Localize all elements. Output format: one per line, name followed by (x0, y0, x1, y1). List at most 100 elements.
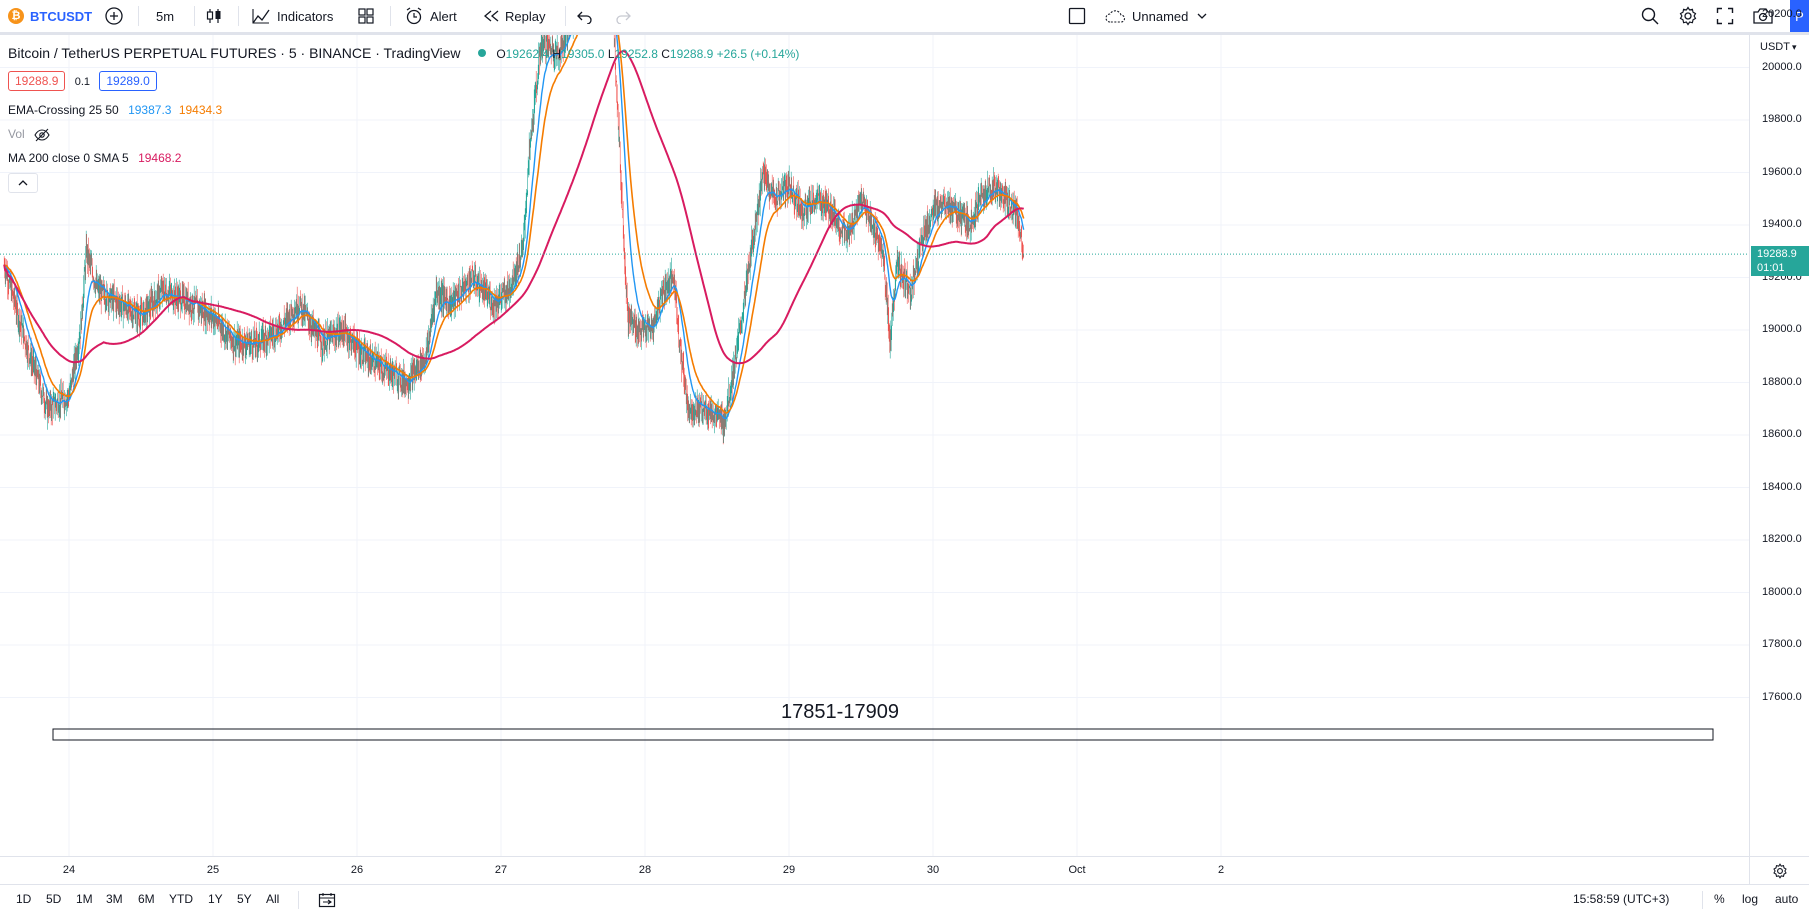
settings-button[interactable] (1678, 0, 1698, 32)
ma200-line (3, 50, 1025, 365)
go-to-date-icon[interactable] (318, 892, 336, 908)
chevron-up-icon (18, 180, 28, 186)
eye-off-icon[interactable] (34, 128, 50, 142)
replay-label: Replay (505, 8, 546, 24)
alarm-clock-icon (406, 7, 422, 25)
time-tick-label: 30 (926, 864, 940, 876)
low-label: L (607, 47, 615, 61)
change-value: +26.5 (+0.14%) (716, 47, 800, 61)
high-value: 19305.0 (561, 47, 605, 61)
price-chart[interactable] (0, 35, 1749, 856)
price-tick-label: 18800.0 (1762, 375, 1802, 388)
alert-button[interactable]: Alert (404, 0, 457, 32)
volume-legend[interactable]: Vol (8, 127, 50, 142)
gear-icon (1773, 863, 1787, 879)
time-tick-label: 25 (206, 864, 220, 876)
currency-selector[interactable]: USDT ▾ (1760, 41, 1796, 53)
price-tick-label: 19800.0 (1762, 113, 1802, 125)
price-axis[interactable]: USDT▾ 20400.020200.020000.019800.019600.… (1749, 8, 1809, 856)
candles-icon (206, 9, 221, 23)
range-1d[interactable]: 1D (16, 892, 32, 906)
redo-button[interactable] (614, 0, 632, 32)
chart-type-button[interactable] (204, 0, 224, 32)
ohlc-values: O19262.4 H19305.0 L19252.8 C19288.9 +26.… (496, 47, 799, 61)
symbol-selector[interactable]: ₿ BTCUSDT (8, 0, 92, 32)
ma-value: 19468.2 (138, 151, 182, 165)
price-tick-label: 20000.0 (1762, 60, 1802, 73)
auto-toggle[interactable]: auto (1775, 892, 1799, 906)
range-all[interactable]: All (266, 892, 280, 906)
price-tick-label: 19000.0 (1762, 323, 1802, 335)
open-value: 19262.4 (505, 47, 550, 61)
bottom-toolbar: 1D 5D 1M 3M 6M YTD 1Y 5Y All 15:58:59 (U… (0, 884, 1809, 915)
support-zone-rect[interactable] (52, 728, 1714, 741)
ma-legend[interactable]: MA 200 close 0 SMA 5 19468.2 (8, 151, 181, 165)
bitcoin-icon: ₿ (8, 8, 24, 24)
support-zone-label: 17851-17909 (781, 701, 899, 723)
chevron-down-icon (1197, 13, 1207, 19)
range-1y[interactable]: 1Y (208, 892, 223, 906)
low-value: 19252.8 (614, 47, 658, 61)
percent-toggle[interactable]: % (1714, 892, 1725, 906)
log-toggle[interactable]: log (1742, 892, 1759, 906)
templates-button[interactable] (357, 0, 375, 32)
range-6m[interactable]: 6M (138, 892, 155, 906)
collapse-legend-button[interactable] (8, 173, 38, 193)
price-tick-label: 18400.0 (1762, 480, 1802, 493)
replay-button[interactable]: Replay (482, 0, 545, 32)
ema-legend[interactable]: EMA-Crossing 25 50 19387.3 19434.3 (8, 103, 222, 117)
price-tick-label: 17600.0 (1762, 690, 1802, 703)
divider (138, 6, 139, 26)
buy-sell-panel: 19288.9 0.1 19289.0 (8, 71, 157, 91)
price-tick-label: 19400.0 (1762, 218, 1802, 230)
range-1m[interactable]: 1M (76, 892, 93, 906)
price-tick-label: 20200.0 (1762, 8, 1802, 20)
time-axis[interactable]: 24 25 26 27 28 29 30 Oct 2 (0, 856, 1749, 885)
divider (194, 6, 195, 26)
alert-label: Alert (430, 8, 457, 24)
range-ytd[interactable]: YTD (169, 892, 193, 906)
snapshot-button[interactable] (1752, 0, 1774, 32)
undo-button[interactable] (576, 0, 594, 32)
fullscreen-button[interactable] (1716, 0, 1734, 32)
chevron-down-icon: ▾ (1791, 42, 1797, 52)
redo-icon (616, 11, 631, 24)
divider (565, 6, 566, 26)
high-label: H (552, 47, 562, 61)
indicators-button[interactable]: Indicators (251, 0, 333, 32)
range-3m[interactable]: 3M (106, 892, 123, 906)
ma-name: MA 200 close 0 SMA 5 (8, 151, 129, 165)
bar-countdown: 01:01 (1757, 262, 1785, 275)
ema-slow-value: 19434.3 (178, 103, 223, 117)
chart-pane[interactable]: 17851-17909 Bitcoin / TetherUS PERPETUAL… (0, 35, 1749, 856)
clock-timezone[interactable]: 15:58:59 (UTC+3) (1573, 892, 1670, 906)
buy-button[interactable]: 19289.0 (99, 71, 157, 91)
symbol-title[interactable]: Bitcoin / TetherUS PERPETUAL FUTURES · 5… (8, 45, 799, 61)
rewind-icon (483, 10, 499, 22)
vol-label: Vol (8, 127, 25, 141)
gear-icon (1679, 6, 1697, 26)
open-label: O (496, 47, 506, 61)
search-button[interactable] (1640, 0, 1660, 32)
indicators-label: Indicators (277, 8, 334, 24)
spread-value: 0.1 (74, 76, 91, 88)
compare-button[interactable] (104, 0, 124, 32)
square-icon (1068, 7, 1086, 25)
axis-settings-button[interactable] (1749, 856, 1809, 885)
interval-button[interactable]: 5m (156, 8, 175, 24)
sell-button[interactable]: 19288.9 (8, 71, 66, 91)
range-5d[interactable]: 5D (46, 892, 62, 906)
publish-button[interactable]: P (1790, 0, 1809, 32)
market-status-dot (478, 49, 487, 57)
ema-fast-line (3, 35, 1025, 420)
time-tick-label: 29 (782, 864, 796, 876)
layout-toggle-button[interactable] (1068, 0, 1086, 32)
currency-label: USDT (1760, 41, 1790, 53)
ema-fast-value: 19387.3 (128, 103, 172, 117)
ema-slow-line (3, 35, 1025, 414)
time-tick-label: 24 (62, 864, 76, 876)
fullscreen-icon (1716, 7, 1734, 25)
symbol-description: Bitcoin / TetherUS PERPETUAL FUTURES · 5… (8, 45, 461, 61)
range-5y[interactable]: 5Y (237, 892, 252, 906)
layout-name-dropdown[interactable]: Unnamed (1104, 0, 1208, 32)
